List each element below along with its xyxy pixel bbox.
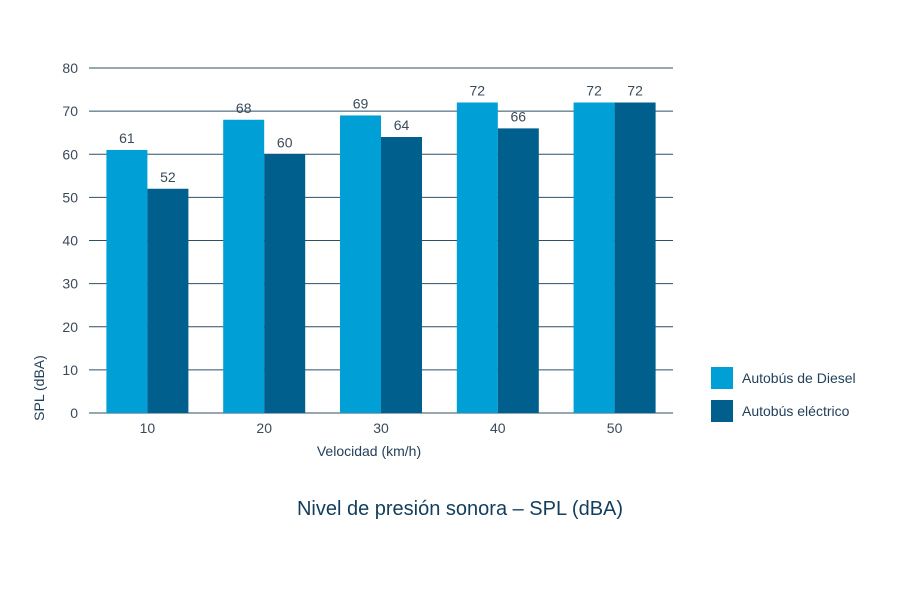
y-tick-label: 80 [62,60,78,76]
data-label: 61 [119,130,135,146]
legend-label: Autobús eléctrico [742,403,850,419]
bar [147,188,189,413]
x-tick-label: 30 [373,420,389,436]
legend-swatch [711,400,733,422]
y-tick-label: 70 [62,103,78,119]
bar [614,102,656,413]
x-tick-label: 50 [607,420,623,436]
x-axis-title: Velocidad (km/h) [317,443,421,459]
y-tick-label: 50 [62,189,78,205]
bar [497,128,539,413]
legend-swatch [711,367,733,389]
legend: Autobús de Diesel Autobús eléctrico [711,367,856,422]
data-label: 68 [236,100,252,116]
y-tick-label: 60 [62,146,78,162]
x-tick-label: 20 [256,420,272,436]
y-tick-label: 20 [62,319,78,335]
bars [106,102,656,413]
data-label: 66 [511,108,527,124]
y-tick-label: 30 [62,276,78,292]
x-tick-labels: 10 20 30 40 50 [140,420,623,436]
bar [573,102,615,413]
data-label: 72 [470,83,486,99]
y-tick-label: 40 [62,233,78,249]
x-tick-label: 40 [490,420,506,436]
y-tick-labels: 0 10 20 30 40 50 60 70 80 [62,60,78,421]
data-labels: 61 52 68 60 69 64 72 66 72 72 [119,83,643,185]
bar [456,102,498,413]
bar [340,115,381,413]
y-tick-label: 10 [62,362,78,378]
bar [264,154,306,413]
legend-label: Autobús de Diesel [742,370,856,386]
data-label: 69 [353,95,369,111]
data-label: 52 [160,169,176,185]
bar [381,137,422,413]
chart-title: Nivel de presión sonora – SPL (dBA) [296,498,624,520]
data-label: 64 [394,117,410,133]
x-tick-label: 10 [140,420,156,436]
bar [106,149,148,413]
data-label: 72 [586,83,602,99]
y-axis-title: SPL (dBA) [31,355,47,421]
bar [223,119,265,413]
y-tick-label: 0 [70,405,78,421]
data-label: 60 [277,134,293,150]
data-label: 72 [627,83,643,99]
